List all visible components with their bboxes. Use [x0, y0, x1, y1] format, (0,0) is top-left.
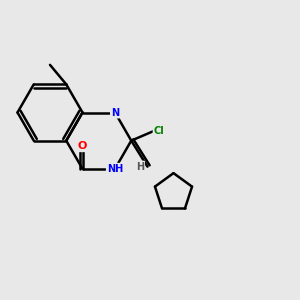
Text: Cl: Cl — [154, 126, 164, 136]
Text: H: H — [136, 162, 144, 172]
Text: N: N — [111, 107, 119, 118]
Text: NH: NH — [107, 164, 123, 174]
Text: O: O — [78, 141, 87, 151]
